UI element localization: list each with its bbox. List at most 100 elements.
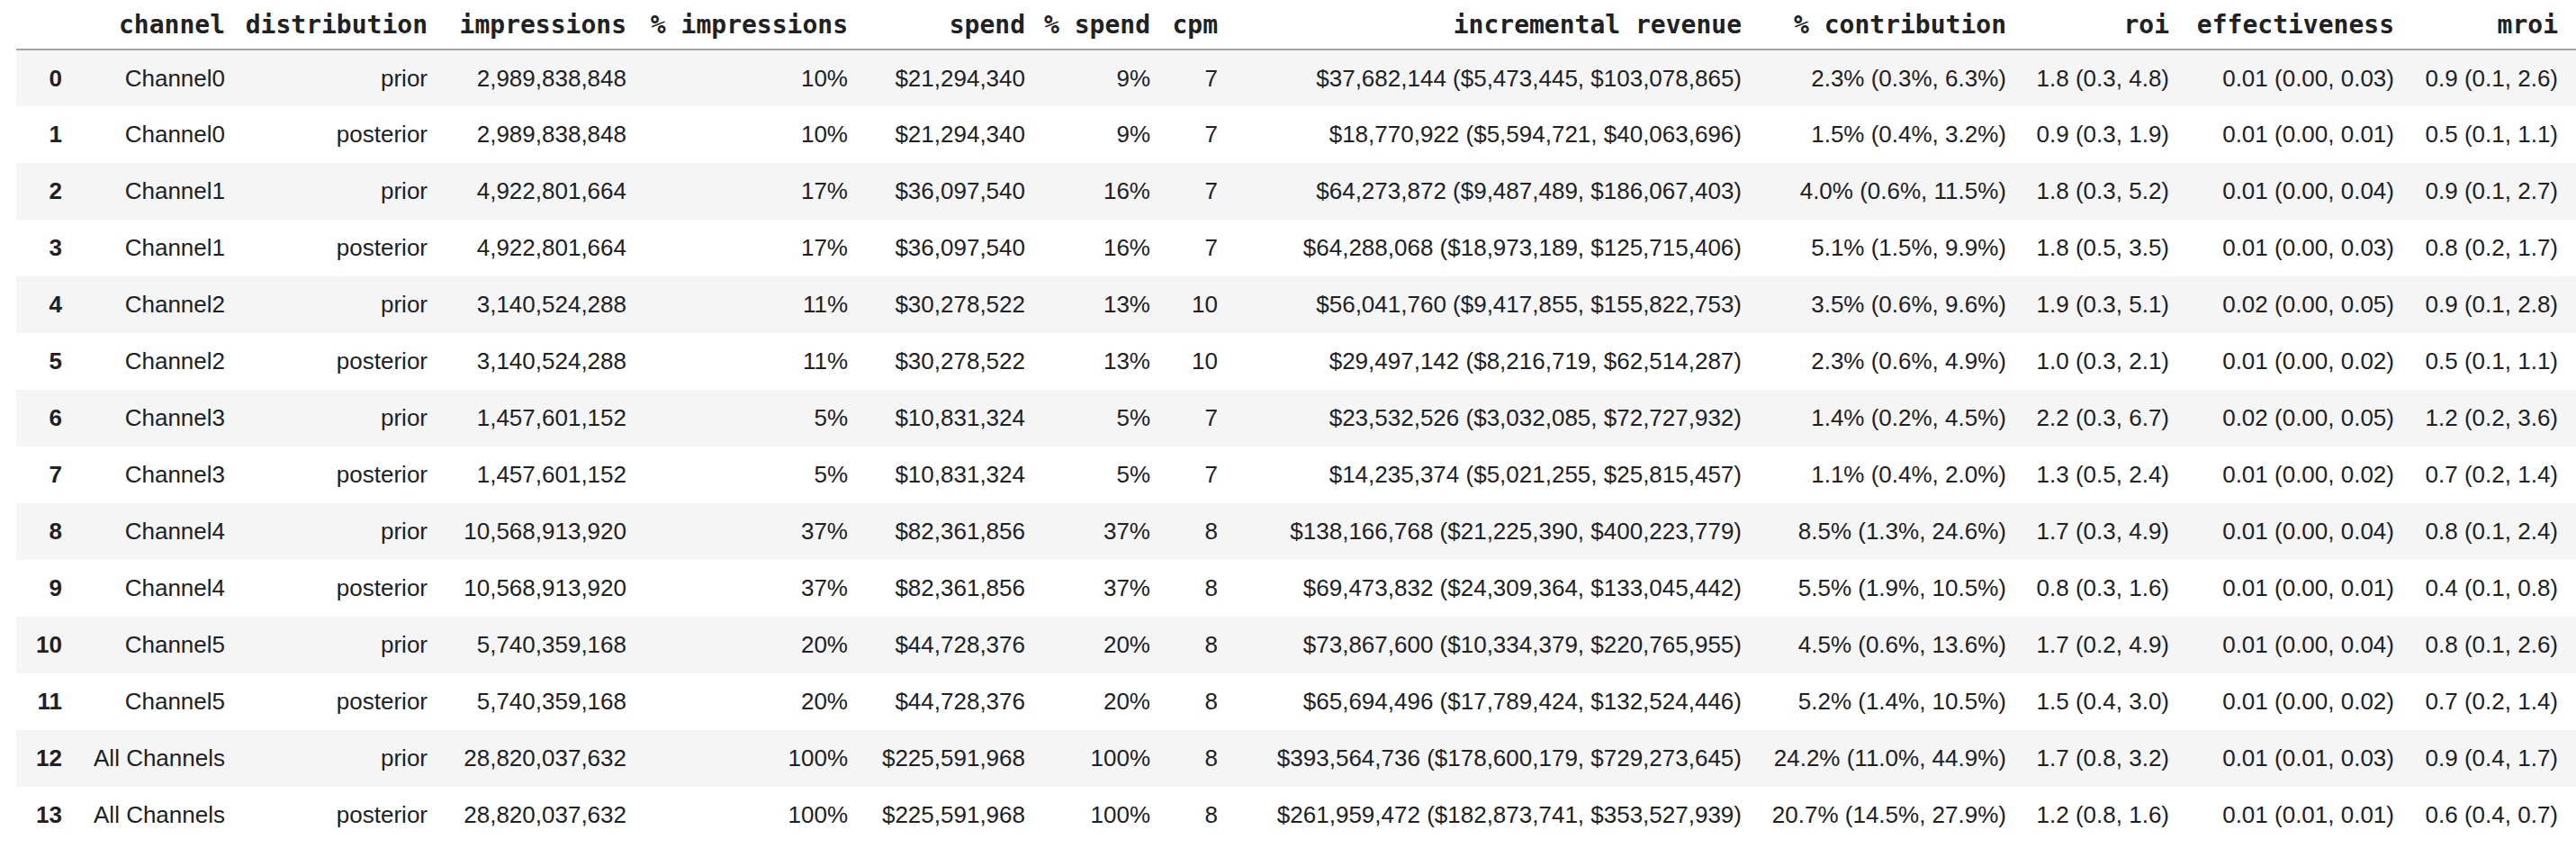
cell-pct-contribution: 4.0% (0.6%, 11.5%) [1752, 163, 2017, 220]
cell-mroi: 0.6 (0.4, 0.7) [2405, 787, 2576, 843]
cell-pct-contribution: 4.5% (0.6%, 13.6%) [1752, 617, 2017, 673]
cell-impressions: 4,922,801,664 [438, 220, 637, 276]
media-summary-table: channel distribution impressions % impre… [16, 0, 2576, 843]
cell-pct-impressions: 100% [637, 787, 859, 843]
cell-pct-impressions: 37% [637, 503, 859, 560]
cell-spend: $30,278,522 [859, 333, 1036, 390]
cell-pct-contribution: 24.2% (11.0%, 44.9%) [1752, 730, 2017, 787]
cell-roi: 1.7 (0.8, 3.2) [2017, 730, 2180, 787]
cell-impressions: 1,457,601,152 [438, 447, 637, 503]
row-index: 7 [16, 447, 73, 503]
cell-pct-spend: 20% [1036, 673, 1161, 730]
cell-cpm: 7 [1161, 220, 1229, 276]
cell-pct-impressions: 37% [637, 560, 859, 617]
cell-incremental-revenue: $69,473,832 ($24,309,364, $133,045,442) [1229, 560, 1752, 617]
cell-spend: $82,361,856 [859, 503, 1036, 560]
cell-cpm: 8 [1161, 560, 1229, 617]
cell-mroi: 0.8 (0.1, 2.4) [2405, 503, 2576, 560]
cell-pct-spend: 37% [1036, 503, 1161, 560]
cell-roi: 1.8 (0.5, 3.5) [2017, 220, 2180, 276]
cell-pct-contribution: 3.5% (0.6%, 9.6%) [1752, 276, 2017, 333]
column-header-pct-contribution: % contribution [1752, 0, 2017, 50]
row-index: 2 [16, 163, 73, 220]
table-row: 7 Channel3 posterior 1,457,601,152 5% $1… [16, 447, 2576, 503]
cell-channel: Channel2 [73, 276, 236, 333]
cell-pct-impressions: 11% [637, 333, 859, 390]
cell-pct-contribution: 8.5% (1.3%, 24.6%) [1752, 503, 2017, 560]
cell-impressions: 28,820,037,632 [438, 787, 637, 843]
cell-mroi: 0.9 (0.1, 2.8) [2405, 276, 2576, 333]
cell-distribution: prior [236, 50, 438, 106]
cell-incremental-revenue: $261,959,472 ($182,873,741, $353,527,939… [1229, 787, 1752, 843]
cell-pct-impressions: 10% [637, 106, 859, 163]
cell-impressions: 10,568,913,920 [438, 560, 637, 617]
table-row: 0 Channel0 prior 2,989,838,848 10% $21,2… [16, 50, 2576, 106]
cell-roi: 0.8 (0.3, 1.6) [2017, 560, 2180, 617]
cell-spend: $225,591,968 [859, 787, 1036, 843]
cell-pct-contribution: 1.4% (0.2%, 4.5%) [1752, 390, 2017, 447]
cell-pct-impressions: 11% [637, 276, 859, 333]
table-row: 12 All Channels prior 28,820,037,632 100… [16, 730, 2576, 787]
cell-spend: $21,294,340 [859, 106, 1036, 163]
cell-effectiveness: 0.02 (0.00, 0.05) [2180, 390, 2405, 447]
cell-pct-spend: 13% [1036, 333, 1161, 390]
table-body: 0 Channel0 prior 2,989,838,848 10% $21,2… [16, 50, 2576, 843]
cell-cpm: 7 [1161, 106, 1229, 163]
cell-distribution: prior [236, 503, 438, 560]
cell-mroi: 0.7 (0.2, 1.4) [2405, 673, 2576, 730]
cell-channel: Channel3 [73, 447, 236, 503]
column-header-spend: spend [859, 0, 1036, 50]
cell-channel: Channel5 [73, 673, 236, 730]
cell-impressions: 10,568,913,920 [438, 503, 637, 560]
cell-roi: 1.9 (0.3, 5.1) [2017, 276, 2180, 333]
cell-cpm: 7 [1161, 447, 1229, 503]
cell-impressions: 3,140,524,288 [438, 333, 637, 390]
cell-roi: 1.3 (0.5, 2.4) [2017, 447, 2180, 503]
cell-impressions: 3,140,524,288 [438, 276, 637, 333]
cell-roi: 1.0 (0.3, 2.1) [2017, 333, 2180, 390]
cell-incremental-revenue: $65,694,496 ($17,789,424, $132,524,446) [1229, 673, 1752, 730]
row-index: 10 [16, 617, 73, 673]
cell-pct-impressions: 5% [637, 447, 859, 503]
cell-pct-impressions: 20% [637, 617, 859, 673]
cell-impressions: 1,457,601,152 [438, 390, 637, 447]
cell-channel: All Channels [73, 787, 236, 843]
cell-distribution: posterior [236, 220, 438, 276]
cell-distribution: posterior [236, 106, 438, 163]
cell-pct-spend: 5% [1036, 390, 1161, 447]
cell-spend: $44,728,376 [859, 617, 1036, 673]
cell-impressions: 5,740,359,168 [438, 617, 637, 673]
cell-spend: $21,294,340 [859, 50, 1036, 106]
row-index: 6 [16, 390, 73, 447]
column-header-channel: channel [73, 0, 236, 50]
table-row: 3 Channel1 posterior 4,922,801,664 17% $… [16, 220, 2576, 276]
row-index: 8 [16, 503, 73, 560]
row-index: 0 [16, 50, 73, 106]
cell-pct-contribution: 1.5% (0.4%, 3.2%) [1752, 106, 2017, 163]
cell-incremental-revenue: $56,041,760 ($9,417,855, $155,822,753) [1229, 276, 1752, 333]
cell-impressions: 5,740,359,168 [438, 673, 637, 730]
cell-incremental-revenue: $393,564,736 ($178,600,179, $729,273,645… [1229, 730, 1752, 787]
cell-pct-contribution: 5.5% (1.9%, 10.5%) [1752, 560, 2017, 617]
table-row: 5 Channel2 posterior 3,140,524,288 11% $… [16, 333, 2576, 390]
cell-mroi: 1.2 (0.2, 3.6) [2405, 390, 2576, 447]
cell-pct-spend: 9% [1036, 50, 1161, 106]
cell-incremental-revenue: $23,532,526 ($3,032,085, $72,727,932) [1229, 390, 1752, 447]
column-header-incremental-revenue: incremental revenue [1229, 0, 1752, 50]
cell-pct-spend: 16% [1036, 220, 1161, 276]
cell-mroi: 0.4 (0.1, 0.8) [2405, 560, 2576, 617]
cell-incremental-revenue: $64,288,068 ($18,973,189, $125,715,406) [1229, 220, 1752, 276]
cell-cpm: 7 [1161, 163, 1229, 220]
cell-mroi: 0.8 (0.2, 1.7) [2405, 220, 2576, 276]
cell-roi: 1.5 (0.4, 3.0) [2017, 673, 2180, 730]
table-row: 11 Channel5 posterior 5,740,359,168 20% … [16, 673, 2576, 730]
cell-pct-spend: 20% [1036, 617, 1161, 673]
column-header-distribution: distribution [236, 0, 438, 50]
cell-spend: $10,831,324 [859, 447, 1036, 503]
cell-effectiveness: 0.01 (0.00, 0.02) [2180, 673, 2405, 730]
table-row: 4 Channel2 prior 3,140,524,288 11% $30,2… [16, 276, 2576, 333]
row-index: 12 [16, 730, 73, 787]
cell-spend: $44,728,376 [859, 673, 1036, 730]
cell-distribution: prior [236, 163, 438, 220]
cell-channel: Channel4 [73, 503, 236, 560]
